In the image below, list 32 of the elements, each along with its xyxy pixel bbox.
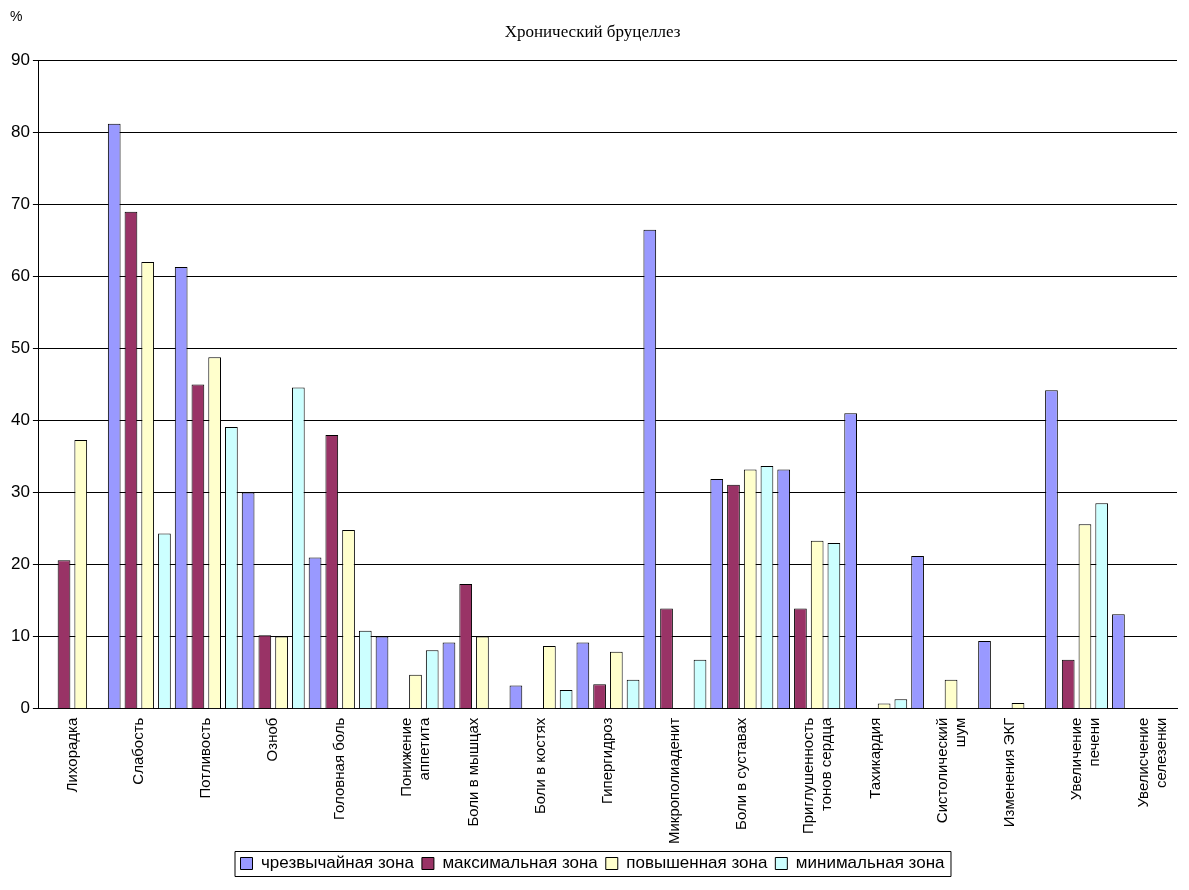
x-tick-label: Слабость [129, 717, 147, 785]
y-axis-title: % [10, 7, 23, 24]
x-tick-label: Потливость [196, 717, 214, 799]
legend-label: минимальная зона [795, 853, 946, 873]
x-tick-label: Боли в суставах [731, 717, 749, 830]
y-tick-label: 90 [10, 50, 30, 70]
x-tick-label: Боли в мышцах [464, 717, 482, 827]
chart-title: Хронический бруцеллез [504, 21, 681, 41]
y-tick-label: 30 [10, 482, 30, 502]
x-tick-label: Боли в костях [531, 717, 549, 814]
legend-label: повышенная зона [626, 853, 768, 873]
y-tick-label: 50 [10, 338, 30, 358]
x-tick-label: Гипергидроз [598, 717, 616, 805]
x-tick-label: Тахикардия [865, 717, 883, 799]
y-tick-label: 70 [10, 194, 30, 214]
y-tick-label: 0 [20, 698, 30, 718]
x-tick-label: Систолический шум [932, 717, 968, 824]
x-tick-label: Изменения ЭКГ [999, 717, 1017, 828]
y-tick-label: 60 [10, 266, 30, 286]
x-tick-label: Микрополиаденит [665, 717, 683, 844]
legend-label: чрезвычайная зона [261, 853, 415, 873]
legend-label: максимальная зона [442, 853, 599, 873]
x-tick-label: Озноб [263, 717, 281, 762]
x-tick-label: Приглушенность тонов сердца [798, 717, 834, 835]
x-tick-label: Понижение аппетита [397, 716, 433, 797]
y-tick-label: 20 [10, 554, 30, 574]
x-tick-label: Лихорадка [62, 717, 80, 793]
x-tick-label: Головная боль [330, 717, 348, 821]
y-tick-label: 10 [10, 626, 30, 646]
y-tick-label: 40 [10, 410, 30, 430]
y-tick-label: 80 [10, 122, 30, 142]
x-tick-label: Увеличение печени [1066, 717, 1102, 801]
